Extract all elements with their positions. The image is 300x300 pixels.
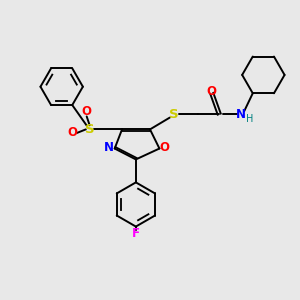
- Text: N: N: [236, 108, 246, 121]
- Text: O: O: [67, 126, 77, 140]
- Text: O: O: [160, 141, 170, 154]
- Text: S: S: [85, 123, 94, 136]
- Text: S: S: [169, 108, 179, 121]
- Text: O: O: [82, 105, 92, 118]
- Text: F: F: [132, 226, 140, 239]
- Text: N: N: [104, 141, 114, 154]
- Text: O: O: [207, 85, 217, 98]
- Text: H: H: [245, 114, 253, 124]
